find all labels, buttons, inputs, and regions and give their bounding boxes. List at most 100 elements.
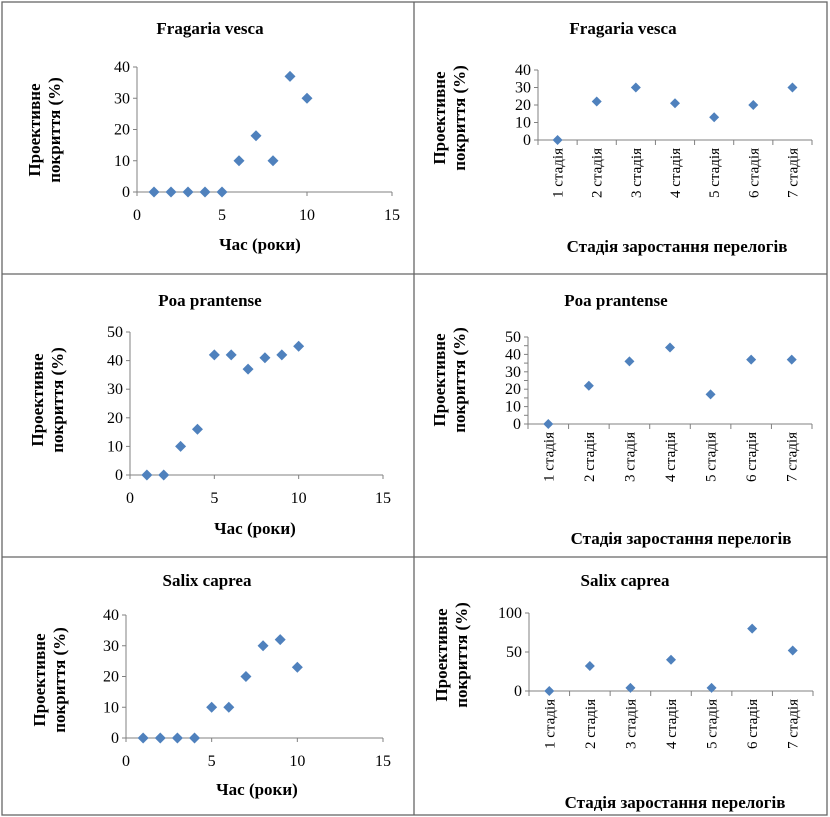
data-point bbox=[625, 682, 636, 693]
data-point bbox=[706, 682, 717, 693]
y-tick-label: 30 bbox=[103, 638, 119, 655]
data-point bbox=[284, 70, 296, 82]
chart-5: Salix caprea Проективнепокриття (%) Час (р… bbox=[30, 571, 391, 799]
y-tick-label: 50 bbox=[506, 644, 522, 661]
chart-4: Poa prantense Проективнепокриття (%) Стаді… bbox=[430, 291, 813, 548]
data-point bbox=[748, 100, 759, 110]
data-point bbox=[257, 640, 269, 652]
x-category-label: 1 стадія bbox=[551, 148, 567, 198]
y-axis-title: Проективнепокриття (%) bbox=[430, 327, 469, 433]
data-point bbox=[709, 112, 720, 123]
y-tick-label: 40 bbox=[114, 59, 130, 76]
x-tick-label: 0 bbox=[122, 753, 130, 770]
x-tick-label: 0 bbox=[133, 207, 141, 224]
y-tick-label: 50 bbox=[107, 324, 123, 341]
chart-title: Fragaria vesca bbox=[156, 19, 264, 38]
x-category-label: 4 стадія bbox=[668, 148, 684, 198]
y-tick-label: 100 bbox=[498, 605, 522, 622]
data-point bbox=[216, 186, 228, 198]
x-category-label: 3 стадія bbox=[629, 148, 645, 198]
data-point bbox=[552, 135, 563, 145]
y-axis-title-line: покриття (%) bbox=[450, 327, 469, 433]
y-axis-title-line: покриття (%) bbox=[50, 627, 69, 733]
x-tick-label: 10 bbox=[291, 490, 307, 507]
x-tick-label: 5 bbox=[218, 207, 226, 224]
y-axis-title-line: Проективне bbox=[25, 83, 44, 177]
data-point bbox=[705, 389, 716, 400]
y-tick-label: 0 bbox=[122, 184, 130, 201]
x-axis-title: Стадія заростання перелогів bbox=[565, 793, 786, 812]
data-point bbox=[583, 380, 594, 391]
x-category-label: 6 стадія bbox=[744, 432, 760, 482]
y-axis-title: Проективнепокриття (%) bbox=[30, 627, 69, 733]
data-point bbox=[250, 130, 262, 142]
y-tick-label: 10 bbox=[114, 153, 130, 170]
x-category-label: 3 стадія bbox=[622, 432, 638, 482]
data-point bbox=[291, 661, 303, 673]
y-tick-label: 30 bbox=[515, 80, 531, 97]
chart-title: Salix caprea bbox=[581, 571, 670, 590]
data-point bbox=[189, 732, 201, 744]
x-category-label: 3 стадія bbox=[623, 699, 639, 749]
x-tick-label: 5 bbox=[210, 490, 218, 507]
y-tick-label: 10 bbox=[515, 115, 531, 132]
y-axis-title-line: покриття (%) bbox=[452, 602, 471, 708]
x-category-label: 1 стадія bbox=[541, 432, 557, 482]
y-tick-label: 40 bbox=[103, 607, 119, 624]
y-tick-label: 30 bbox=[505, 364, 521, 381]
y-tick-label: 0 bbox=[115, 467, 123, 484]
y-tick-label: 40 bbox=[107, 353, 123, 370]
data-point bbox=[137, 732, 149, 744]
y-tick-label: 0 bbox=[523, 132, 531, 149]
y-tick-label: 0 bbox=[111, 730, 119, 747]
data-point bbox=[630, 82, 641, 93]
x-category-label: 5 стадія bbox=[705, 699, 721, 749]
x-category-label: 7 стадія bbox=[785, 148, 801, 198]
x-axis-title: Час (роки) bbox=[214, 519, 296, 538]
data-point bbox=[665, 342, 675, 353]
chart-2: Fragaria vesca Проективнепокриття (%) Стад… bbox=[430, 19, 813, 256]
y-tick-label: 10 bbox=[505, 399, 521, 416]
data-point bbox=[276, 349, 288, 361]
y-tick-label: 30 bbox=[107, 381, 123, 398]
y-axis-title-line: покриття (%) bbox=[48, 347, 67, 453]
data-point bbox=[670, 98, 680, 109]
y-tick-label: 10 bbox=[107, 438, 123, 455]
y-axis-title-line: Проективне bbox=[30, 633, 49, 727]
x-tick-label: 15 bbox=[375, 490, 391, 507]
x-category-label: 2 стадія bbox=[582, 432, 598, 482]
data-point bbox=[165, 186, 177, 198]
y-axis-title-line: Проективне bbox=[432, 608, 451, 702]
y-tick-label: 40 bbox=[505, 346, 521, 363]
y-axis-title: Проективнепокриття (%) bbox=[28, 347, 67, 453]
x-category-label: 7 стадія bbox=[785, 432, 801, 482]
chart-title: Poa prantense bbox=[564, 291, 668, 310]
y-tick-label: 20 bbox=[515, 97, 531, 114]
x-tick-label: 10 bbox=[289, 753, 305, 770]
chart-title: Salix caprea bbox=[163, 571, 252, 590]
y-axis-title-line: покриття (%) bbox=[45, 77, 64, 183]
data-point bbox=[225, 349, 237, 361]
data-point bbox=[199, 186, 211, 198]
x-category-label: 6 стадія bbox=[746, 148, 762, 198]
data-point bbox=[158, 469, 170, 481]
y-axis-title-line: Проективне bbox=[430, 71, 449, 165]
y-tick-label: 20 bbox=[103, 669, 119, 686]
x-category-label: 2 стадія bbox=[583, 699, 599, 749]
x-axis-title: Час (роки) bbox=[219, 235, 301, 254]
data-point bbox=[208, 349, 220, 361]
x-tick-label: 15 bbox=[375, 753, 391, 770]
data-point bbox=[175, 440, 187, 452]
data-point bbox=[666, 654, 676, 665]
chart-6: Salix caprea Проективнепокриття (%) Стадія… bbox=[432, 571, 814, 812]
x-tick-label: 5 bbox=[208, 753, 216, 770]
data-point bbox=[223, 701, 235, 713]
x-category-label: 6 стадія bbox=[745, 699, 761, 749]
x-category-label: 5 стадія bbox=[707, 148, 723, 198]
data-point bbox=[624, 356, 635, 367]
x-tick-label: 0 bbox=[126, 490, 134, 507]
y-axis-title-line: Проективне bbox=[28, 353, 47, 447]
x-category-label: 5 стадія bbox=[704, 432, 720, 482]
data-point bbox=[544, 686, 555, 696]
x-axis-title: Стадія заростання перелогів bbox=[567, 237, 788, 256]
